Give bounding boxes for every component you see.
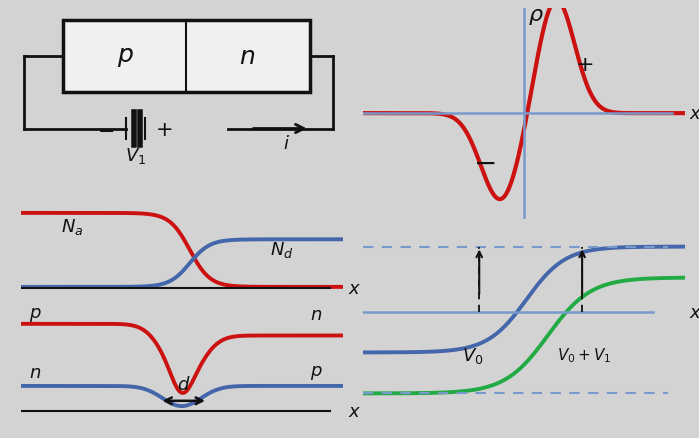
Text: $x$: $x$ (689, 105, 699, 123)
Text: $n$: $n$ (239, 46, 255, 68)
Text: $p$: $p$ (117, 46, 134, 68)
Text: $p$: $p$ (310, 363, 323, 381)
Text: $d$: $d$ (177, 375, 191, 393)
Text: $n$: $n$ (310, 306, 322, 324)
Text: $-$: $-$ (97, 119, 115, 139)
Text: $x$: $x$ (689, 304, 699, 321)
Text: $i$: $i$ (283, 134, 290, 153)
Text: $n$: $n$ (29, 363, 41, 381)
Text: $-$: $-$ (473, 149, 496, 177)
Text: $+$: $+$ (154, 119, 172, 139)
Bar (63, 21, 310, 93)
Text: $V_1$: $V_1$ (125, 146, 146, 166)
Text: $x$: $x$ (348, 280, 361, 298)
Text: $p$: $p$ (29, 306, 42, 324)
Text: $+$: $+$ (575, 55, 593, 75)
Text: $N_d$: $N_d$ (270, 240, 294, 260)
Text: $V_0$: $V_0$ (462, 345, 484, 365)
Text: $N_a$: $N_a$ (62, 217, 84, 237)
Text: $\rho$: $\rho$ (528, 5, 544, 27)
Text: $V_0+V_1$: $V_0+V_1$ (557, 346, 612, 364)
Text: $x$: $x$ (348, 402, 361, 420)
